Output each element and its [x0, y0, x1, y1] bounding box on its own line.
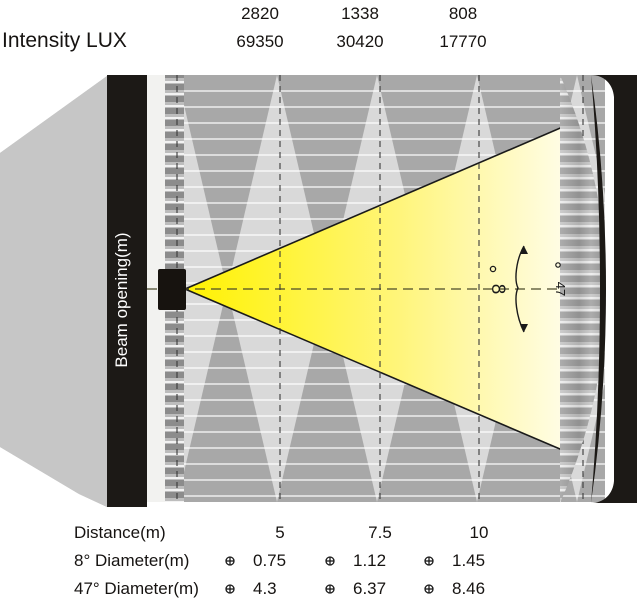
svg-text:30420: 30420 [336, 32, 383, 51]
svg-text:8.46: 8.46 [452, 579, 485, 598]
svg-text:Intensity LUX: Intensity LUX [2, 29, 127, 52]
svg-text:10: 10 [470, 523, 489, 542]
svg-text:Beam opening(m): Beam opening(m) [112, 232, 131, 367]
svg-text:1.12: 1.12 [353, 551, 386, 570]
svg-text:2820: 2820 [241, 4, 279, 23]
svg-text:1338: 1338 [341, 4, 379, 23]
svg-text:7.5: 7.5 [368, 523, 392, 542]
svg-text:5: 5 [275, 523, 284, 542]
svg-text:8° Diameter(m): 8° Diameter(m) [74, 551, 189, 570]
svg-text:47: 47 [553, 282, 568, 296]
svg-text:8: 8 [487, 284, 508, 295]
svg-text:6.37: 6.37 [353, 579, 386, 598]
svg-text:47° Diameter(m): 47° Diameter(m) [74, 579, 199, 598]
svg-text:Distance(m): Distance(m) [74, 523, 166, 542]
svg-text:17770: 17770 [439, 32, 486, 51]
svg-text:69350: 69350 [236, 32, 283, 51]
svg-text:0.75: 0.75 [253, 551, 286, 570]
svg-text:1.45: 1.45 [452, 551, 485, 570]
svg-text:4.3: 4.3 [253, 579, 277, 598]
svg-text:808: 808 [449, 4, 477, 23]
